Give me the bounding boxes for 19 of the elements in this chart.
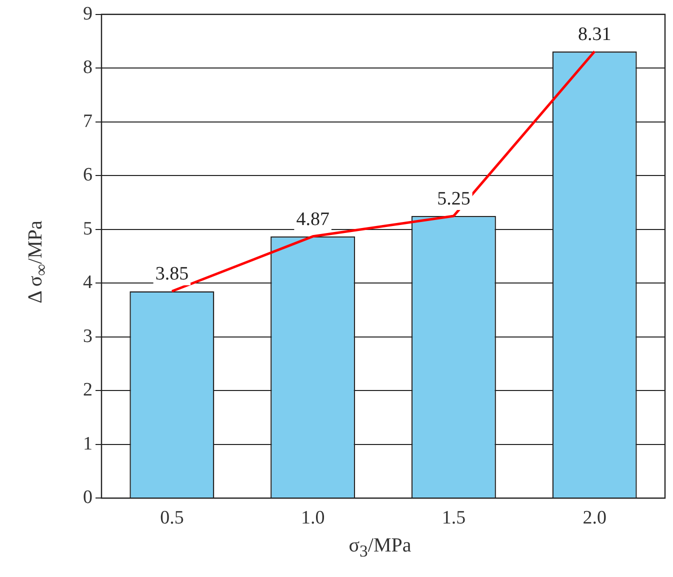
y-tick-label: 3 (83, 326, 92, 347)
x-tick-label: 1.5 (442, 508, 466, 529)
x-axis-title: σ$_{3}$/MPa (348, 534, 412, 562)
y-tick-label: 5 (83, 218, 92, 240)
y-tick-label: 8 (83, 57, 92, 78)
x-tick-label: 2.0 (582, 508, 606, 529)
y-tick-label: 4 (83, 272, 93, 294)
y-tick-label: 9 (83, 3, 92, 24)
data-label: 3.85 (155, 264, 189, 285)
y-tick-label: 6 (83, 164, 92, 186)
data-label: 4.87 (296, 208, 330, 230)
y-tick-label: 7 (83, 110, 92, 132)
y-tick-label: 2 (83, 380, 92, 401)
y-tick-label: 1 (83, 433, 92, 454)
x-tick-label: 1.0 (300, 508, 325, 529)
data-label: 5.25 (437, 188, 470, 210)
y-tick-label: 0 (83, 487, 92, 508)
data-label: 8.31 (578, 24, 612, 45)
x-tick-label: 0.5 (160, 508, 184, 529)
